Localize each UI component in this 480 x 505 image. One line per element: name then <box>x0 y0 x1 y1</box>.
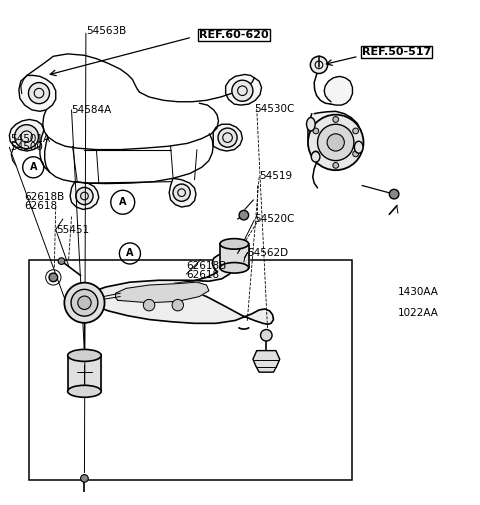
Text: A: A <box>126 248 133 259</box>
Circle shape <box>232 80 253 102</box>
Circle shape <box>64 283 105 323</box>
Circle shape <box>49 273 58 282</box>
Text: A: A <box>29 162 37 172</box>
Text: 1022AA: 1022AA <box>398 308 439 318</box>
Ellipse shape <box>220 239 249 249</box>
Circle shape <box>173 184 190 201</box>
Circle shape <box>71 289 98 316</box>
Ellipse shape <box>220 263 249 273</box>
Circle shape <box>261 330 272 341</box>
Polygon shape <box>253 350 280 372</box>
Text: 54563B: 54563B <box>86 26 126 36</box>
Text: 55451: 55451 <box>56 225 89 234</box>
Circle shape <box>318 124 354 161</box>
Polygon shape <box>169 178 196 207</box>
Polygon shape <box>308 111 362 166</box>
Text: 54500: 54500 <box>10 142 43 152</box>
Circle shape <box>239 211 249 220</box>
Circle shape <box>353 128 359 134</box>
Ellipse shape <box>307 118 315 131</box>
Text: 62618: 62618 <box>24 200 58 211</box>
Polygon shape <box>9 120 44 151</box>
Polygon shape <box>213 124 242 151</box>
Circle shape <box>313 151 319 157</box>
Text: REF.60-620: REF.60-620 <box>199 30 269 40</box>
Text: REF.50-517: REF.50-517 <box>362 47 432 57</box>
Text: 54530C: 54530C <box>254 104 295 114</box>
Circle shape <box>327 134 344 151</box>
Circle shape <box>172 299 183 311</box>
Circle shape <box>58 258 65 265</box>
Text: 54584A: 54584A <box>72 105 112 115</box>
Circle shape <box>333 117 338 122</box>
Ellipse shape <box>312 152 320 162</box>
Circle shape <box>311 56 327 74</box>
Polygon shape <box>68 356 101 391</box>
Circle shape <box>28 83 49 104</box>
Circle shape <box>333 163 338 168</box>
Circle shape <box>218 128 237 147</box>
Text: 62618B: 62618B <box>186 261 227 271</box>
Circle shape <box>389 189 399 199</box>
Circle shape <box>14 125 38 148</box>
Text: 54501A: 54501A <box>10 134 50 143</box>
Ellipse shape <box>354 141 363 153</box>
Text: 54520C: 54520C <box>254 214 295 224</box>
Text: 54519: 54519 <box>259 171 292 181</box>
Circle shape <box>81 475 88 482</box>
Polygon shape <box>116 282 209 303</box>
Polygon shape <box>324 76 352 105</box>
Ellipse shape <box>68 349 101 362</box>
Text: 62618: 62618 <box>186 270 219 279</box>
Circle shape <box>78 296 91 310</box>
Polygon shape <box>220 244 249 268</box>
Bar <box>29 260 352 480</box>
Ellipse shape <box>68 385 101 397</box>
Text: A: A <box>119 197 127 207</box>
Polygon shape <box>70 182 99 210</box>
Polygon shape <box>226 74 262 105</box>
Circle shape <box>308 115 363 170</box>
Polygon shape <box>19 75 56 111</box>
Circle shape <box>313 128 319 134</box>
Text: 1430AA: 1430AA <box>398 287 439 297</box>
Text: 54562D: 54562D <box>248 247 289 258</box>
Circle shape <box>353 151 359 157</box>
Circle shape <box>144 299 155 311</box>
Polygon shape <box>87 254 274 324</box>
Text: 62618B: 62618B <box>24 192 65 202</box>
Circle shape <box>76 187 93 205</box>
